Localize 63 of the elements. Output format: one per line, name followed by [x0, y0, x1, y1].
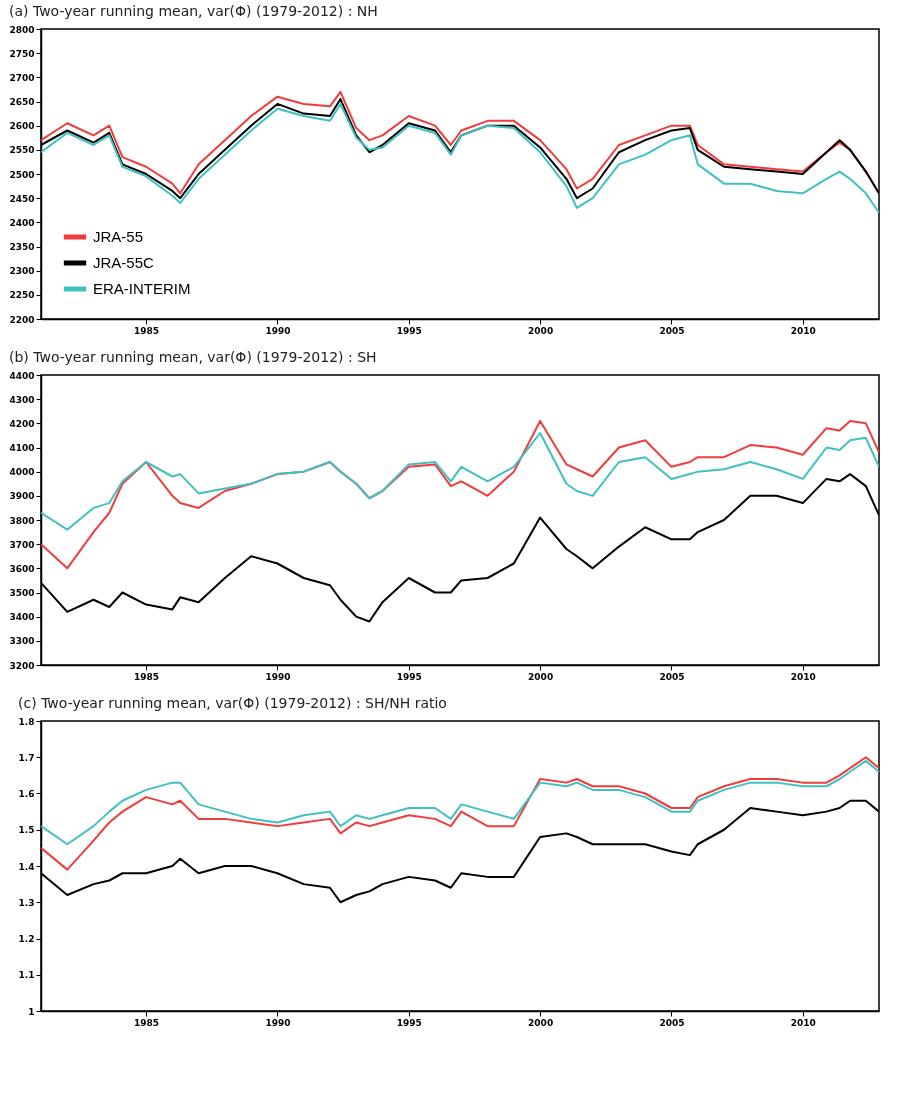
y-tick-label: 4100 [9, 443, 35, 453]
line-series [41, 102, 879, 214]
line-series [41, 432, 879, 531]
y-tick-label: 1 [28, 1006, 35, 1017]
x-tick-label: 1995 [396, 1017, 422, 1028]
x-tick-label: 1995 [396, 671, 422, 682]
y-tick-label: 3200 [9, 660, 35, 671]
y-tick-label: 4200 [9, 418, 35, 429]
chart-title: (c) Two-year running mean, var(Φ) (1979-2012) : SH/NH ratio [18, 695, 447, 711]
x-tick-label: 1990 [265, 1017, 291, 1028]
x-tick-label: 1990 [265, 325, 291, 336]
y-tick-label: 2350 [9, 242, 35, 252]
x-tick-label: 1995 [396, 325, 422, 336]
x-tick-label: 1985 [134, 1017, 160, 1028]
y-tick-label: 2700 [9, 72, 35, 83]
y-tick-label: 3700 [9, 539, 35, 550]
y-tick-label: 3600 [9, 563, 35, 574]
y-tick-label: 3900 [9, 491, 35, 502]
chart-title: (a) Two-year running mean, var(Φ) (1979-2012) : NH [8, 3, 378, 19]
y-tick-label: 3800 [9, 515, 35, 526]
x-tick-label: 2010 [790, 1017, 816, 1028]
y-tick-label: 4000 [9, 467, 35, 478]
y-tick-label: 2200 [9, 314, 35, 325]
y-tick-label: 2450 [9, 193, 35, 204]
y-tick-label: 2400 [9, 217, 35, 228]
legend-label: ERA-INTERIM [93, 280, 191, 297]
legend-label: JRA-55 [93, 228, 144, 245]
line-series [41, 759, 879, 846]
x-tick-label: 1985 [134, 671, 160, 682]
y-tick-label: 1.5 [18, 825, 35, 836]
y-tick-label: 1.2 [18, 934, 35, 944]
x-tick-label: 2010 [790, 325, 816, 336]
x-tick-label: 2005 [659, 671, 685, 682]
y-tick-label: 1.7 [18, 752, 35, 763]
legend-label: JRA-55C [93, 254, 155, 271]
line-series [41, 756, 879, 871]
y-tick-label: 2300 [9, 266, 35, 277]
x-tick-label: 2000 [528, 325, 554, 336]
x-tick-label: 1990 [265, 671, 291, 682]
y-tick-label: 3500 [9, 588, 35, 598]
x-tick-label: 2000 [528, 671, 554, 682]
y-tick-label: 1.8 [18, 716, 35, 727]
x-tick-label: 1985 [134, 325, 160, 336]
y-tick-label: 2250 [9, 290, 35, 301]
y-tick-label: 2550 [9, 145, 35, 156]
y-tick-label: 4400 [9, 370, 35, 381]
chart-title: (b) Two-year running mean, var(Φ) (1979-2012) : SH [8, 349, 377, 365]
y-tick-label: 1.6 [18, 789, 35, 799]
y-tick-label: 2800 [9, 24, 35, 35]
x-tick-label: 2005 [659, 1017, 685, 1028]
y-tick-label: 3400 [9, 612, 35, 623]
y-tick-label: 4300 [9, 394, 35, 405]
y-tick-label: 2500 [9, 169, 35, 180]
y-tick-label: 2650 [9, 97, 35, 107]
y-tick-label: 2600 [9, 121, 35, 132]
y-tick-label: 1.1 [18, 970, 35, 981]
y-tick-label: 3300 [9, 636, 35, 647]
x-tick-label: 2005 [659, 325, 685, 336]
y-tick-label: 1.3 [18, 897, 35, 908]
x-tick-label: 2010 [790, 671, 816, 682]
y-tick-label: 1.4 [18, 861, 35, 872]
x-tick-label: 2000 [528, 1017, 554, 1028]
y-tick-label: 2750 [9, 48, 35, 59]
